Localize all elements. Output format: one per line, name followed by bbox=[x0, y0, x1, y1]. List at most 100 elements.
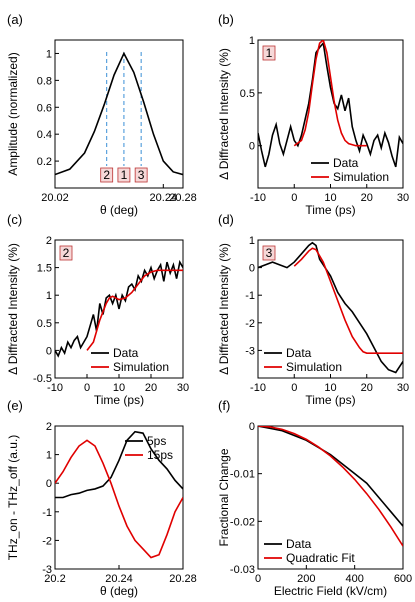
legend-entry: Data bbox=[286, 537, 312, 551]
axes-frame bbox=[257, 425, 404, 570]
x-axis-label: θ (deg) bbox=[100, 203, 138, 217]
x-axis-label: θ (deg) bbox=[100, 584, 138, 598]
x-tick-label: 20 bbox=[361, 382, 373, 394]
panel-label: (a) bbox=[7, 12, 23, 27]
y-tick-label: -0.5 bbox=[33, 373, 52, 385]
y-tick-label: 0.5 bbox=[37, 318, 52, 330]
inset-marker-box bbox=[262, 45, 276, 61]
series-line-simulation bbox=[293, 40, 367, 147]
y-tick-label: 0.4 bbox=[37, 129, 52, 141]
x-tick-label: 10 bbox=[324, 192, 336, 204]
legend-entry: Simulation bbox=[333, 170, 389, 184]
y-tick-label: 2 bbox=[46, 421, 52, 433]
inset-marker-label: 3 bbox=[266, 246, 273, 260]
x-tick-label: 20.28 bbox=[169, 573, 197, 585]
y-tick-label: 1 bbox=[46, 48, 52, 60]
x-tick-label: 30 bbox=[397, 192, 409, 204]
x-tick-label: 20 bbox=[361, 192, 373, 204]
x-tick-label: 200 bbox=[297, 573, 315, 585]
x-axis-label: Electric Field (kV/cm) bbox=[274, 584, 387, 598]
y-tick-label: 1 bbox=[249, 35, 255, 47]
axes-frame bbox=[257, 239, 404, 379]
y-tick-label: 0.5 bbox=[240, 88, 255, 100]
y-tick-label: -3 bbox=[245, 345, 255, 357]
axes-frame bbox=[257, 39, 404, 189]
x-axis-label: Time (ps) bbox=[305, 203, 355, 217]
series-line-data bbox=[55, 259, 183, 358]
x-tick-label: 30 bbox=[397, 382, 409, 394]
inset-marker-box bbox=[59, 245, 73, 261]
y-tick-label: 1.5 bbox=[37, 263, 52, 275]
legend-entry: Data bbox=[333, 156, 359, 170]
series-line-0 bbox=[55, 51, 183, 176]
x-tick-label: 20.28 bbox=[169, 192, 197, 204]
x-tick-label: 400 bbox=[345, 573, 363, 585]
y-tick-label: -2 bbox=[42, 535, 52, 547]
x-tick-label: 20 bbox=[145, 382, 157, 394]
x-tick-label: 0 bbox=[255, 573, 261, 585]
legend-entry: Quadratic Fit bbox=[286, 551, 355, 565]
position-marker-box bbox=[100, 167, 114, 183]
y-tick-label: 0 bbox=[249, 263, 255, 275]
position-marker-label: 3 bbox=[138, 168, 145, 182]
panel-label: (c) bbox=[7, 212, 22, 227]
panel-label: (e) bbox=[7, 398, 23, 413]
x-tick-label: 10 bbox=[113, 382, 125, 394]
x-tick-label: 0 bbox=[291, 382, 297, 394]
x-tick-label: 0 bbox=[291, 192, 297, 204]
position-marker-label: 2 bbox=[103, 168, 110, 182]
series-line-5ps bbox=[55, 430, 183, 499]
x-tick-label: 20.2 bbox=[44, 573, 65, 585]
y-tick-label: 2 bbox=[46, 235, 52, 247]
x-tick-label: 20.02 bbox=[41, 192, 69, 204]
y-tick-label: 1 bbox=[46, 450, 52, 462]
y-tick-label: 0 bbox=[46, 345, 52, 357]
series-line-15ps bbox=[55, 439, 183, 559]
series-line-data bbox=[258, 241, 403, 374]
panel-label: (f) bbox=[218, 398, 230, 413]
y-tick-label: 1 bbox=[46, 290, 52, 302]
y-tick-label: -0.03 bbox=[230, 564, 255, 576]
y-tick-label: -0.01 bbox=[230, 469, 255, 481]
series-line-data bbox=[258, 41, 403, 168]
x-tick-label: -10 bbox=[250, 382, 266, 394]
legend-entry: Simulation bbox=[113, 360, 169, 374]
x-tick-label: 30 bbox=[177, 382, 189, 394]
legend-entry: Data bbox=[286, 346, 312, 360]
y-axis-label: Δ Diffracted Intensity (%) bbox=[217, 48, 231, 180]
series-line-quadratic-fit bbox=[258, 426, 403, 547]
inset-marker-label: 1 bbox=[266, 46, 273, 60]
x-tick-label: 20.24 bbox=[105, 573, 133, 585]
y-tick-label: -1 bbox=[245, 290, 255, 302]
inset-marker-box bbox=[262, 245, 276, 261]
series-line-simulation bbox=[293, 247, 403, 354]
position-marker-box bbox=[134, 167, 148, 183]
axes-frame bbox=[54, 39, 184, 189]
inset-marker-label: 2 bbox=[63, 246, 70, 260]
legend-entry: 5ps bbox=[147, 434, 166, 448]
y-tick-label: 1 bbox=[249, 235, 255, 247]
x-tick-label: 20.24 bbox=[150, 192, 178, 204]
y-tick-label: 0.8 bbox=[37, 75, 52, 87]
y-tick-label: -3 bbox=[42, 564, 52, 576]
panel-label: (d) bbox=[218, 212, 234, 227]
x-axis-label: Time (ps) bbox=[94, 393, 144, 407]
legend-entry: Simulation bbox=[286, 360, 342, 374]
y-axis-label: Amplitude (normalized) bbox=[6, 52, 20, 175]
x-tick-label: 600 bbox=[394, 573, 412, 585]
y-tick-label: -2 bbox=[245, 318, 255, 330]
x-tick-label: 0 bbox=[84, 382, 90, 394]
y-tick-label: -0.02 bbox=[230, 516, 255, 528]
y-axis-label: Fractional Change bbox=[217, 448, 231, 546]
series-line-data bbox=[258, 426, 403, 527]
x-axis-label: Time (ps) bbox=[305, 393, 355, 407]
panel-label: (b) bbox=[218, 12, 234, 27]
y-tick-label: -1 bbox=[42, 507, 52, 519]
position-marker-label: 1 bbox=[121, 168, 128, 182]
y-tick-label: 0.2 bbox=[37, 156, 52, 168]
y-tick-label: 0 bbox=[249, 141, 255, 153]
x-tick-label: -10 bbox=[47, 382, 63, 394]
x-tick-label: -10 bbox=[250, 192, 266, 204]
x-tick-label: 10 bbox=[324, 382, 336, 394]
